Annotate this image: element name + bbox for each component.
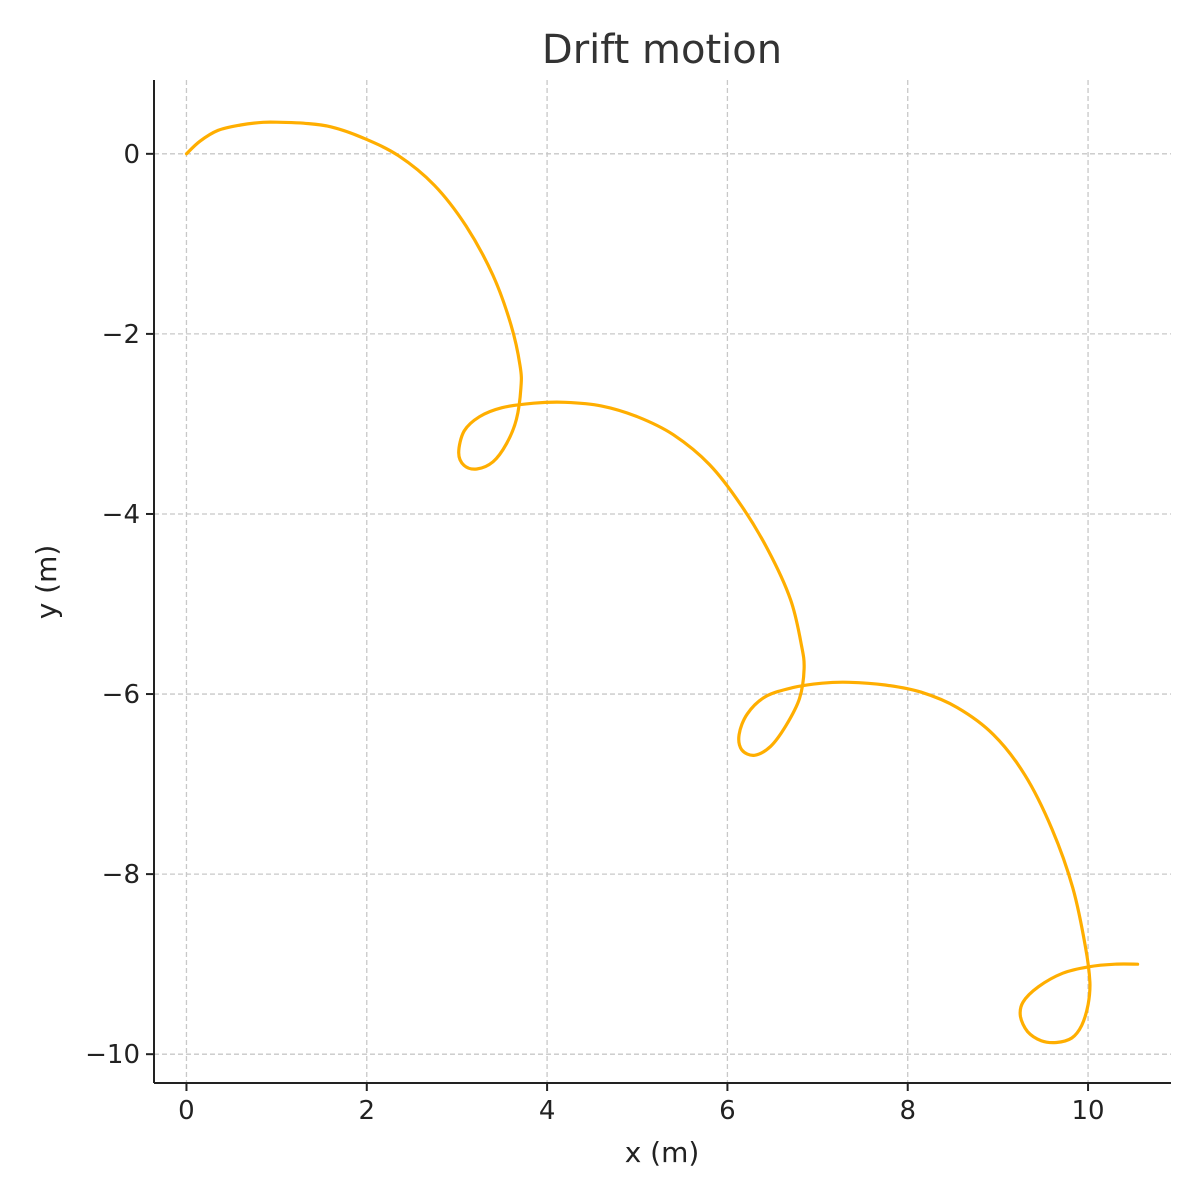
grid: [154, 80, 1171, 1083]
drift-trajectory-line: [184, 120, 1140, 1045]
y-tick-label: −8: [102, 860, 140, 890]
chart-title: Drift motion: [542, 27, 782, 73]
x-axis-label: x (m): [625, 1136, 700, 1169]
axes: [153, 80, 1171, 1084]
x-tick-label: 4: [539, 1096, 556, 1126]
x-tick-label: 10: [1072, 1096, 1105, 1126]
series: [184, 120, 1140, 1045]
y-tick-label: −10: [85, 1040, 140, 1070]
y-axis-label: y (m): [30, 545, 63, 620]
x-tick-label: 8: [899, 1096, 916, 1126]
y-tick-label: −2: [102, 320, 140, 350]
x-tick-label: 6: [719, 1096, 736, 1126]
x-tick-label: 0: [178, 1096, 195, 1126]
y-tick-label: −6: [102, 680, 140, 710]
y-tick-label: −4: [102, 500, 140, 530]
y-tick-label: 0: [123, 140, 140, 170]
x-tick-label: 2: [359, 1096, 376, 1126]
ticks: 0 2 4 6 8 10 0 −2 −4 −6 −8 −10: [85, 140, 1104, 1126]
